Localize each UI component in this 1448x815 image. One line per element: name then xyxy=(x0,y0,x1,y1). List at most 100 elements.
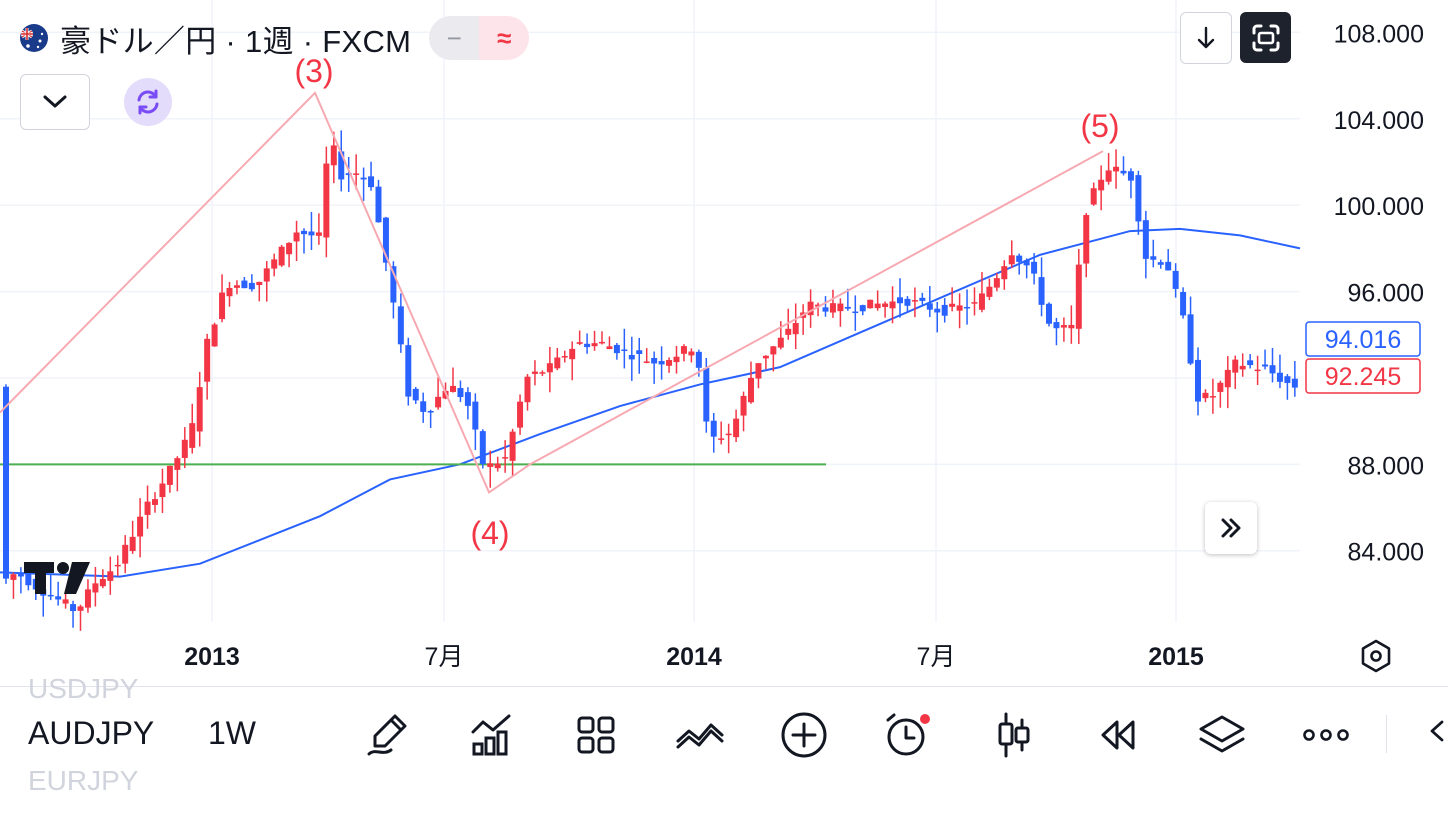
download-button[interactable] xyxy=(1180,12,1232,64)
candle-body xyxy=(524,376,531,403)
candle-body xyxy=(1113,166,1120,172)
candle-body xyxy=(345,173,352,176)
candle-body xyxy=(17,573,24,577)
compare-button[interactable] xyxy=(674,709,726,761)
candle-body xyxy=(137,516,144,537)
candle-body xyxy=(1098,179,1105,191)
candle-body xyxy=(99,578,106,587)
scroll-to-realtime-button[interactable] xyxy=(1205,502,1257,554)
fullscreen-button[interactable] xyxy=(1240,12,1291,63)
candle-body xyxy=(733,418,740,438)
candle-body xyxy=(1060,325,1067,328)
candle-body xyxy=(1254,369,1261,372)
chart-title[interactable]: 豪ドル／円 · 1週 · FXCM xyxy=(60,23,412,59)
candle-body xyxy=(1269,365,1276,374)
chart-settings-button[interactable] xyxy=(1358,638,1394,674)
candle-body xyxy=(725,433,732,436)
candle-body xyxy=(55,596,62,600)
chart-labels: (3) (4) (5) xyxy=(294,53,1119,551)
candle-body xyxy=(703,367,710,422)
candle-body xyxy=(3,386,9,579)
candle-body xyxy=(271,259,278,269)
candle-body xyxy=(1284,376,1291,383)
price-axis[interactable]: 108.000 104.000 100.000 96.000 88.000 84.000 9… xyxy=(1305,20,1424,567)
candle-body xyxy=(1038,277,1045,305)
candle-body xyxy=(1142,220,1149,259)
sync-button[interactable] xyxy=(124,78,172,126)
layers-icon xyxy=(1199,715,1245,753)
time-tick-label: 7月 xyxy=(917,643,956,671)
chart-legend[interactable]: 豪ドル／円 · 1週 · FXCM − ≈ xyxy=(18,16,530,60)
candle-body xyxy=(368,176,375,188)
layers-button[interactable] xyxy=(1196,709,1248,761)
candle-body xyxy=(829,303,836,313)
candle-body xyxy=(464,392,471,406)
legend-collapse-button[interactable] xyxy=(20,74,90,130)
symbol-selector[interactable]: AUDJPY xyxy=(28,715,155,751)
settings-icon xyxy=(1361,639,1391,673)
candle-body xyxy=(762,355,769,359)
candles-icon xyxy=(998,712,1030,758)
candle-body xyxy=(248,282,255,290)
timeframe-selector[interactable]: 1W xyxy=(208,715,256,751)
candle-body xyxy=(993,278,1000,288)
candle-body xyxy=(122,544,129,564)
indicators-icon xyxy=(471,714,511,756)
alert-button[interactable] xyxy=(882,709,934,761)
candle-body xyxy=(576,342,583,344)
toolbar-scroll-left[interactable] xyxy=(1428,717,1444,751)
next-symbol[interactable]: EURJPY xyxy=(28,765,139,796)
candle-body xyxy=(643,361,650,363)
candle-body xyxy=(1165,261,1172,271)
fullscreen-icon xyxy=(1252,24,1279,51)
time-axis[interactable]: 2013 7月 2014 7月 2015 xyxy=(184,643,1204,671)
candle-body xyxy=(926,303,933,310)
chart-grid xyxy=(0,0,1300,622)
candle-body xyxy=(375,186,382,223)
candle-body xyxy=(807,301,814,316)
candle-body xyxy=(874,303,881,309)
chevron-down-icon xyxy=(43,95,67,108)
candle-body xyxy=(77,606,84,611)
tradingview-logo[interactable] xyxy=(24,562,94,601)
indicators-button[interactable] xyxy=(466,709,518,761)
wave-label: (3) xyxy=(294,53,333,89)
candle-body xyxy=(70,604,77,612)
candle-body xyxy=(755,363,762,379)
candle-body xyxy=(1202,392,1209,399)
drawing-tool-icon xyxy=(367,714,407,756)
candle-body xyxy=(628,354,635,360)
candle-body xyxy=(777,337,784,348)
approx-button[interactable]: ≈ xyxy=(479,16,530,60)
chart-style-toggle[interactable]: − ≈ xyxy=(429,16,530,60)
alarm-clock-icon xyxy=(886,713,930,756)
add-button[interactable] xyxy=(778,709,830,761)
sync-icon xyxy=(137,89,159,115)
chart-type-button[interactable] xyxy=(988,709,1040,761)
more-button[interactable] xyxy=(1300,709,1352,761)
candle-body xyxy=(189,423,196,448)
moving-average-line xyxy=(0,227,1301,578)
price-chart[interactable]: (3) (4) (5) 108.000 104.000 100.000 96.000 88.… xyxy=(0,0,1448,686)
candle-body xyxy=(695,351,702,368)
candle-body xyxy=(62,599,69,604)
candle-body xyxy=(1053,322,1060,329)
prev-symbol[interactable]: USDJPY xyxy=(28,673,139,704)
candle-body xyxy=(1135,175,1142,222)
last-price-tag xyxy=(1305,358,1421,394)
candle-body xyxy=(494,463,501,469)
candle-body xyxy=(47,594,54,597)
replay-button[interactable] xyxy=(1092,709,1144,761)
layout-button[interactable] xyxy=(570,709,622,761)
candle-body xyxy=(1195,359,1201,402)
hide-indicator-button[interactable]: − xyxy=(429,16,480,60)
candle-body xyxy=(621,349,628,352)
candle-body xyxy=(1023,260,1030,266)
candle-body xyxy=(114,564,121,567)
bottom-toolbar: USDJPY EURJPY AUDJPY 1W xyxy=(0,673,1448,796)
candle-body xyxy=(412,388,419,401)
drawing-tool-button[interactable] xyxy=(362,709,414,761)
price-tick-label: 96.000 xyxy=(1348,280,1424,308)
candle-body xyxy=(502,457,509,459)
candle-body xyxy=(651,357,658,364)
